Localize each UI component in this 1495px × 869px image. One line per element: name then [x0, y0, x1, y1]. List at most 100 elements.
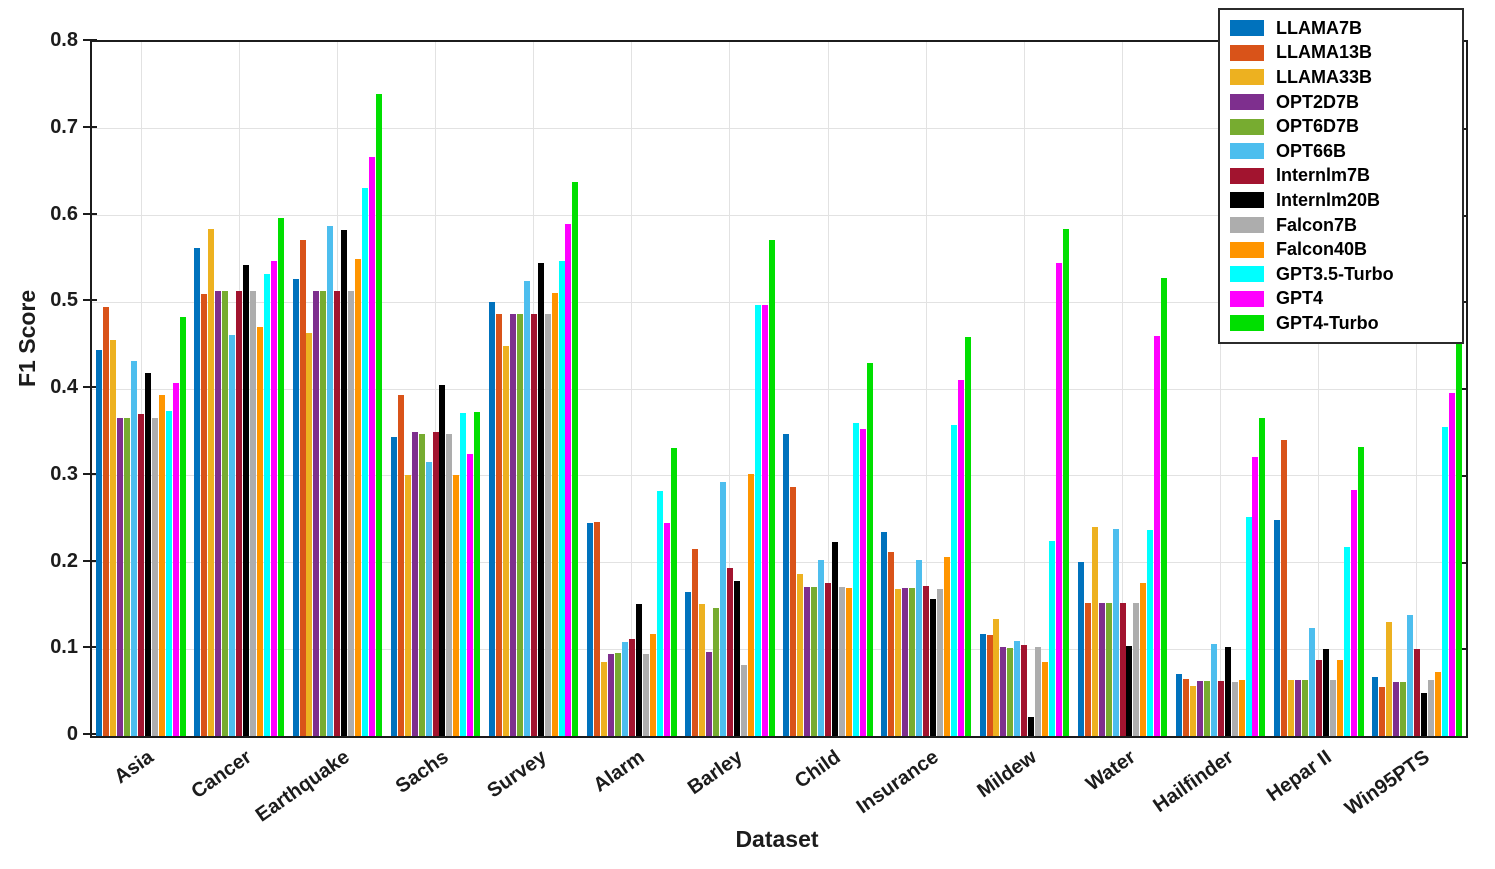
legend-swatch-internlm20b [1230, 192, 1264, 209]
bar-internlm20b-win95pts [1420, 693, 1427, 736]
x-tick-label-cancer: Cancer [187, 746, 256, 803]
bar-internlm20b-survey [537, 263, 544, 736]
bar-gpt3-5-turbo-survey [558, 261, 565, 736]
legend-entry-opt6d7b: OPT6D7B [1230, 114, 1454, 139]
y-gridline-0.5 [92, 301, 1466, 303]
bar-opt66b-earthquake [327, 226, 334, 736]
x-tick-label-water: Water [1081, 746, 1140, 796]
bar-opt66b-mildew [1014, 641, 1021, 736]
bar-gpt4-alarm [663, 523, 670, 736]
bar-llama7b-survey [488, 302, 495, 736]
bar-internlm20b-sachs [439, 385, 446, 736]
bar-gpt3-5-turbo-cancer [264, 274, 271, 736]
bar-opt66b-barley [719, 482, 726, 736]
y-tick-label-0.6: 0.6 [50, 202, 78, 225]
bar-llama7b-earthquake [292, 279, 299, 736]
bar-gpt4-turbo-child [866, 363, 873, 736]
x-tick-label-survey: Survey [482, 746, 551, 803]
bar-opt6d7b-asia [124, 418, 131, 736]
bar-falcon40b-asia [158, 395, 165, 736]
bar-internlm7b-hepar-ii [1315, 660, 1322, 736]
bar-internlm20b-alarm [635, 604, 642, 736]
legend-swatch-falcon7b [1230, 217, 1264, 234]
bar-opt6d7b-cancer [222, 291, 229, 736]
y-axis-title: F1 Score [14, 289, 40, 387]
bar-internlm7b-earthquake [334, 291, 341, 736]
bar-llama13b-barley [692, 549, 699, 736]
bar-opt66b-survey [523, 281, 530, 736]
legend-swatch-internlm7b [1230, 167, 1264, 184]
bar-internlm7b-insurance [923, 586, 930, 736]
bar-internlm7b-win95pts [1413, 649, 1420, 736]
bar-llama13b-asia [103, 307, 110, 736]
bar-falcon40b-cancer [257, 327, 264, 736]
legend-label-falcon7b: Falcon7B [1276, 214, 1358, 235]
bar-llama33b-asia [110, 340, 117, 736]
bar-falcon40b-water [1140, 583, 1147, 736]
legend-label-gpt3-5-turbo: GPT3.5-Turbo [1276, 263, 1394, 284]
x-tick-label-hailfinder: Hailfinder [1149, 746, 1238, 817]
bar-opt2d7b-mildew [1000, 647, 1007, 736]
bar-falcon40b-alarm [649, 634, 656, 736]
bar-falcon40b-insurance [944, 557, 951, 736]
legend-label-llama7b: LLAMA7B [1276, 17, 1362, 38]
bar-gpt4-sachs [467, 454, 474, 736]
bar-internlm20b-barley [733, 581, 740, 736]
x-tick-label-sachs: Sachs [391, 746, 453, 798]
legend: LLAMA7B LLAMA13B LLAMA33B OPT2D7B OPT6D7B OPT… [1218, 8, 1464, 344]
bar-opt66b-sachs [425, 462, 432, 736]
y-gridline-0.6 [92, 215, 1466, 216]
legend-entry-gpt4: GPT4 [1230, 287, 1454, 312]
bar-llama33b-cancer [208, 229, 215, 736]
bar-llama13b-win95pts [1379, 687, 1386, 736]
bar-opt2d7b-hailfinder [1196, 681, 1203, 736]
y-tick-label-0.8: 0.8 [50, 29, 78, 51]
bar-internlm20b-insurance [930, 599, 937, 736]
bar-opt66b-win95pts [1406, 615, 1413, 736]
bar-falcon7b-alarm [642, 654, 649, 736]
bar-gpt3-5-turbo-sachs [460, 413, 467, 736]
y-tick-mark-left [83, 733, 97, 735]
bar-opt2d7b-earthquake [313, 291, 320, 736]
bar-falcon40b-child [845, 588, 852, 736]
bar-gpt4-turbo-hepar-ii [1357, 447, 1364, 736]
bar-llama7b-sachs [390, 437, 397, 736]
bar-falcon7b-hepar-ii [1329, 680, 1336, 736]
bar-gpt3-5-turbo-child [852, 423, 859, 736]
x-tick-label-earthquake: Earthquake [252, 746, 354, 827]
bar-opt2d7b-child [804, 587, 811, 736]
bar-gpt4-turbo-asia [179, 317, 186, 736]
bar-opt2d7b-win95pts [1393, 682, 1400, 736]
legend-label-opt6d7b: OPT6D7B [1276, 116, 1360, 137]
y-tick-label-0.5: 0.5 [50, 289, 78, 312]
y-tick-mark-left [83, 39, 97, 41]
x-tick-label-barley: Barley [683, 746, 747, 800]
bar-gpt4-turbo-alarm [670, 448, 677, 736]
bar-internlm20b-hailfinder [1224, 647, 1231, 736]
bar-internlm7b-asia [138, 414, 145, 736]
bar-opt66b-asia [131, 361, 138, 736]
bar-gpt4-turbo-insurance [965, 337, 972, 736]
bar-opt2d7b-asia [117, 418, 124, 736]
y-gridline-0.3 [92, 475, 1466, 477]
bar-falcon40b-win95pts [1434, 672, 1441, 736]
bar-internlm7b-cancer [236, 291, 243, 736]
legend-swatch-gpt4-turbo [1230, 315, 1264, 332]
legend-swatch-gpt3-5-turbo [1230, 266, 1264, 283]
bar-llama13b-child [790, 487, 797, 736]
bar-llama7b-water [1077, 562, 1084, 736]
bar-llama33b-sachs [404, 475, 411, 736]
x-tick-label-child: Child [791, 746, 845, 793]
legend-label-gpt4-turbo: GPT4-Turbo [1276, 312, 1379, 333]
bar-falcon7b-earthquake [348, 291, 355, 736]
bar-gpt3-5-turbo-earthquake [362, 188, 369, 736]
bar-gpt4-turbo-hailfinder [1259, 418, 1266, 736]
x-gridline-mildew [1023, 42, 1025, 736]
bar-llama7b-asia [96, 350, 103, 736]
bar-opt2d7b-survey [509, 314, 516, 736]
legend-entry-falcon40b: Falcon40B [1230, 237, 1454, 262]
bar-internlm7b-barley [726, 568, 733, 736]
bar-gpt3-5-turbo-asia [165, 411, 172, 736]
bar-opt6d7b-hepar-ii [1301, 680, 1308, 736]
bar-internlm20b-cancer [243, 265, 250, 736]
